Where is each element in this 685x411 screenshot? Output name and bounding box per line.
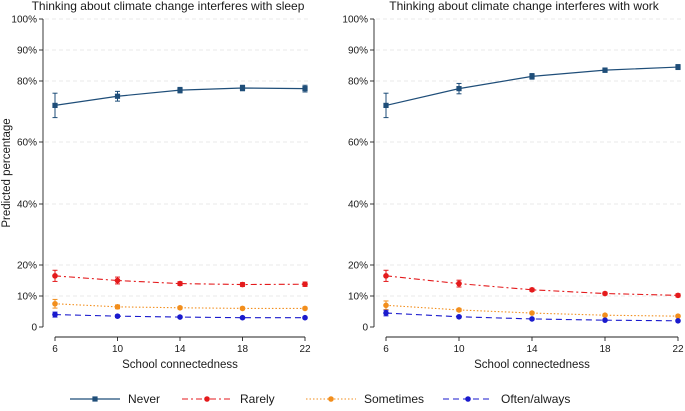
series-rarely	[383, 269, 681, 299]
y-tick-label: 40%	[348, 200, 368, 211]
y-tick-label: 0	[362, 323, 368, 334]
y-tick-label: 100%	[342, 15, 368, 26]
data-point	[383, 102, 389, 108]
y-tick-label: 60%	[348, 138, 368, 149]
legend-item-never: Never	[70, 392, 160, 406]
x-tick-label: 22	[672, 344, 684, 355]
data-point	[177, 304, 183, 311]
legend-label: Sometimes	[364, 392, 424, 406]
legend-marker	[465, 396, 471, 402]
data-point	[675, 64, 681, 70]
data-point	[114, 93, 121, 99]
data-point	[602, 317, 608, 323]
data-point	[383, 273, 389, 279]
data-point	[239, 85, 246, 91]
data-point	[114, 277, 121, 284]
data-point	[383, 302, 389, 309]
data-point	[456, 313, 462, 320]
series-never	[383, 64, 681, 119]
x-tick-label: 22	[299, 344, 311, 355]
y-tick-label: 60%	[17, 138, 37, 149]
series-line	[385, 66, 679, 106]
data-point	[177, 280, 183, 287]
series-often-always	[383, 309, 681, 324]
x-tick-label: 18	[237, 344, 249, 355]
x-tick-label: 10	[453, 344, 465, 355]
data-point	[52, 102, 58, 108]
legend-marker	[204, 396, 210, 402]
data-point	[114, 304, 121, 310]
data-point	[675, 292, 681, 299]
y-tick-label: 90%	[348, 46, 368, 57]
legend: Never Rarely Sometimes Often/always	[70, 392, 570, 406]
series-rarely	[52, 269, 308, 288]
legend-label: Rarely	[240, 392, 275, 406]
data-point	[52, 311, 58, 318]
y-tick-label: 90%	[17, 46, 37, 57]
x-tick-label: 10	[112, 344, 124, 355]
y-tick-label: 80%	[348, 77, 368, 88]
y-tick-label: 20%	[348, 261, 368, 272]
data-point	[675, 318, 681, 324]
data-point	[177, 87, 183, 93]
y-tick-label: 20%	[17, 261, 37, 272]
data-point	[529, 310, 535, 316]
data-point	[52, 273, 58, 279]
data-point	[602, 290, 608, 297]
panel-2: Thinking about climate change interferes…	[342, 0, 684, 371]
panel-title: Thinking about climate change interferes…	[32, 0, 305, 13]
data-point	[456, 86, 462, 92]
legend-item-sometimes: Sometimes	[306, 392, 424, 406]
legend-label: Never	[128, 392, 160, 406]
y-tick-label: 10%	[17, 292, 37, 303]
y-tick-label: 80%	[17, 77, 37, 88]
data-point	[239, 281, 246, 288]
data-point	[239, 314, 246, 321]
data-point	[529, 73, 535, 79]
data-point	[239, 305, 246, 312]
y-tick-label: 0	[31, 323, 37, 334]
y-tick-label: 10%	[348, 292, 368, 303]
panel-1: Thinking about climate change interferes…	[11, 0, 311, 371]
series-never	[52, 84, 308, 119]
data-point	[114, 313, 121, 319]
x-tick-label: 14	[174, 344, 186, 355]
panels: Thinking about climate change interferes…	[11, 0, 684, 371]
data-point	[52, 300, 58, 307]
data-point	[529, 287, 535, 293]
panel-title: Thinking about climate change interferes…	[389, 0, 659, 13]
data-point	[602, 67, 608, 73]
series-sometimes	[383, 300, 681, 319]
series-often-always	[52, 311, 308, 321]
data-point	[602, 312, 608, 319]
x-tick-label: 14	[526, 344, 538, 355]
legend-label: Often/always	[501, 392, 570, 406]
series-sometimes	[52, 298, 308, 312]
x-tick-label: 18	[599, 344, 611, 355]
x-tick-label: 6	[52, 344, 58, 355]
x-tick-label: 6	[383, 344, 389, 355]
legend-item-often-always: Often/always	[443, 392, 570, 406]
data-point	[302, 281, 308, 288]
data-point	[456, 307, 462, 313]
series-line	[385, 312, 679, 322]
x-axis-label: School connectedness	[122, 359, 238, 371]
y-tick-label: 40%	[17, 200, 37, 211]
x-axis-label: School connectedness	[474, 359, 590, 371]
data-point	[456, 280, 462, 287]
data-point	[302, 305, 308, 312]
data-point	[177, 314, 183, 320]
legend-marker	[328, 396, 334, 402]
y-tick-label: 100%	[11, 15, 37, 26]
data-point	[302, 86, 308, 92]
legend-marker	[92, 396, 98, 402]
data-point	[383, 310, 389, 316]
data-point	[302, 314, 308, 321]
y-axis-label: Predicted percentage	[1, 118, 13, 227]
data-point	[529, 316, 535, 322]
data-point	[675, 313, 681, 319]
legend-item-rarely: Rarely	[182, 392, 275, 406]
